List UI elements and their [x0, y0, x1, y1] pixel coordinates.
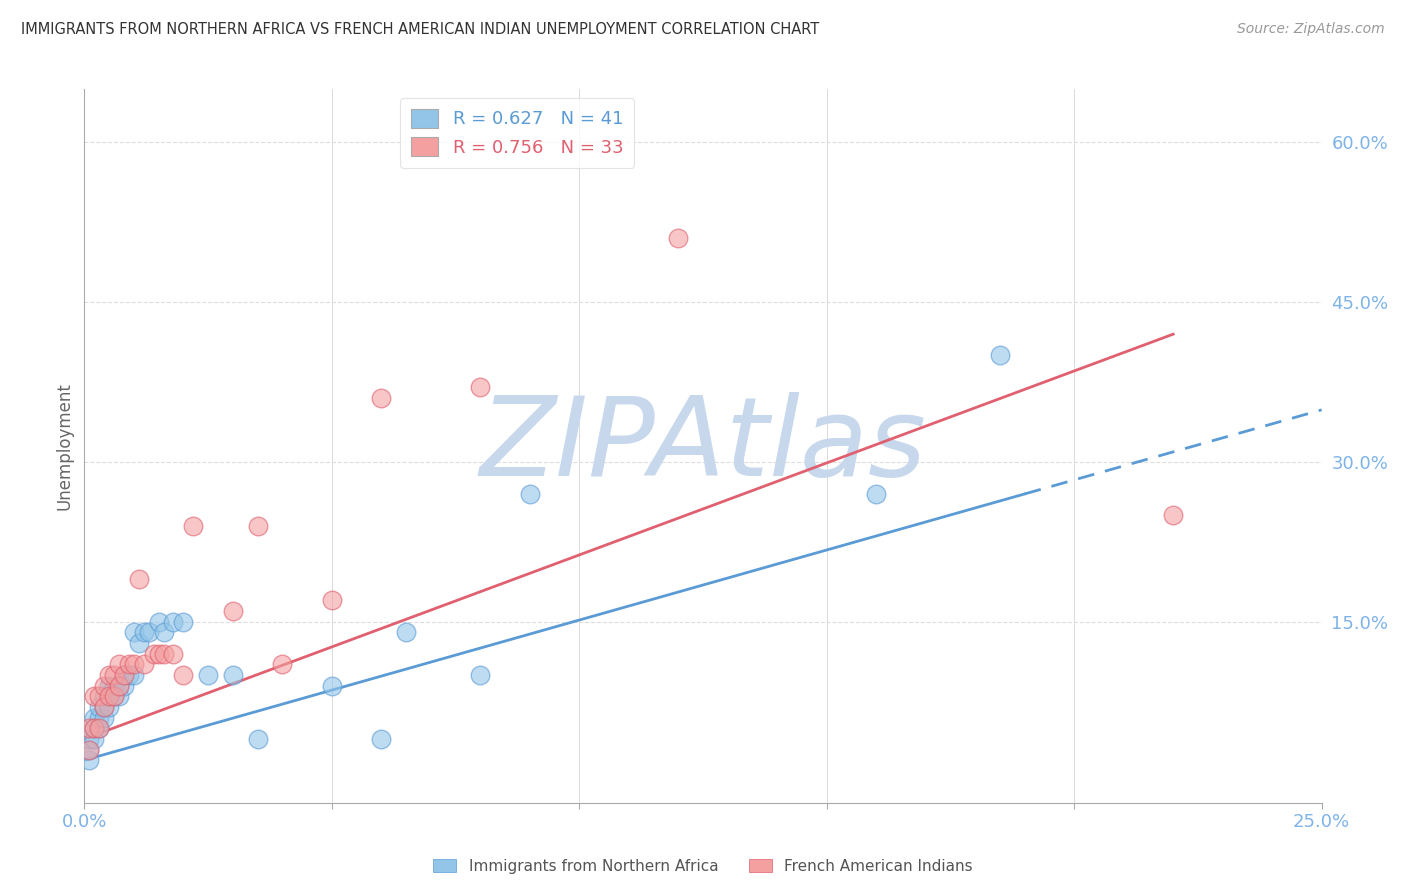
Text: Source: ZipAtlas.com: Source: ZipAtlas.com — [1237, 22, 1385, 37]
Point — [519, 487, 541, 501]
Point — [1161, 508, 1184, 523]
Point — [93, 679, 115, 693]
Legend: Immigrants from Northern Africa, French American Indians: Immigrants from Northern Africa, French … — [427, 853, 979, 880]
Point — [162, 615, 184, 629]
Point — [222, 668, 245, 682]
Point — [197, 668, 219, 682]
Point — [112, 679, 135, 693]
Point — [988, 349, 1011, 363]
Point — [132, 625, 155, 640]
Point — [142, 647, 165, 661]
Point — [103, 690, 125, 704]
Point — [122, 668, 145, 682]
Point — [79, 742, 101, 756]
Point — [83, 721, 105, 735]
Point — [79, 731, 101, 746]
Point — [103, 668, 125, 682]
Point — [370, 391, 392, 405]
Point — [246, 731, 269, 746]
Point — [181, 519, 204, 533]
Point — [98, 679, 121, 693]
Point — [470, 668, 492, 682]
Point — [79, 753, 101, 767]
Point — [370, 731, 392, 746]
Point — [108, 679, 131, 693]
Legend: R = 0.627   N = 41, R = 0.756   N = 33: R = 0.627 N = 41, R = 0.756 N = 33 — [401, 98, 634, 168]
Point — [172, 668, 194, 682]
Point — [148, 615, 170, 629]
Point — [108, 679, 131, 693]
Point — [271, 657, 294, 672]
Point — [83, 731, 105, 746]
Point — [83, 690, 105, 704]
Point — [246, 519, 269, 533]
Point — [108, 657, 131, 672]
Point — [162, 647, 184, 661]
Point — [128, 636, 150, 650]
Text: ZIPAtlas: ZIPAtlas — [479, 392, 927, 500]
Point — [470, 380, 492, 394]
Point — [98, 668, 121, 682]
Point — [112, 668, 135, 682]
Point — [222, 604, 245, 618]
Point — [172, 615, 194, 629]
Point — [103, 679, 125, 693]
Point — [395, 625, 418, 640]
Point — [108, 690, 131, 704]
Point — [321, 593, 343, 607]
Point — [89, 710, 111, 724]
Point — [83, 721, 105, 735]
Y-axis label: Unemployment: Unemployment — [55, 382, 73, 510]
Point — [112, 668, 135, 682]
Point — [93, 710, 115, 724]
Point — [132, 657, 155, 672]
Point — [89, 721, 111, 735]
Point — [138, 625, 160, 640]
Point — [79, 721, 101, 735]
Point — [83, 710, 105, 724]
Point — [93, 690, 115, 704]
Point — [321, 679, 343, 693]
Point — [98, 690, 121, 704]
Text: IMMIGRANTS FROM NORTHERN AFRICA VS FRENCH AMERICAN INDIAN UNEMPLOYMENT CORRELATI: IMMIGRANTS FROM NORTHERN AFRICA VS FRENC… — [21, 22, 820, 37]
Point — [122, 625, 145, 640]
Point — [98, 700, 121, 714]
Point — [118, 657, 141, 672]
Point — [666, 231, 689, 245]
Point — [118, 668, 141, 682]
Point — [152, 647, 174, 661]
Point — [93, 700, 115, 714]
Point — [128, 572, 150, 586]
Point — [103, 690, 125, 704]
Point — [89, 700, 111, 714]
Point — [865, 487, 887, 501]
Point — [148, 647, 170, 661]
Point — [152, 625, 174, 640]
Point — [93, 700, 115, 714]
Point — [89, 690, 111, 704]
Point — [122, 657, 145, 672]
Point — [98, 690, 121, 704]
Point — [79, 742, 101, 756]
Point — [89, 721, 111, 735]
